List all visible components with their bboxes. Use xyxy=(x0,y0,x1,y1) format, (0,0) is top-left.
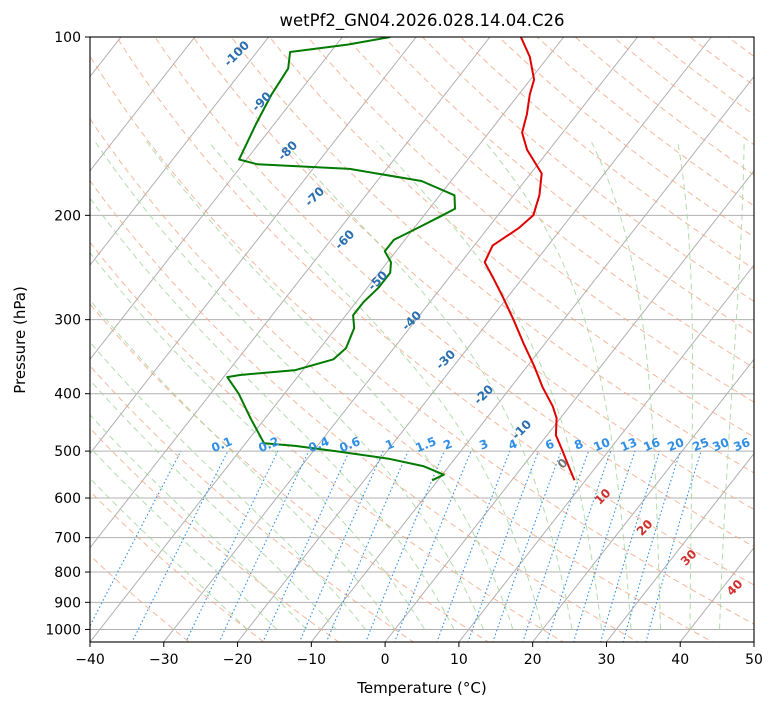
x-tick-label: −30 xyxy=(149,652,179,668)
mixing-ratio-line xyxy=(600,450,661,642)
x-tick-label: 0 xyxy=(381,652,390,668)
isotherm-line xyxy=(310,75,754,642)
moist-adiabat-line xyxy=(90,379,337,630)
y-tick-label: 1000 xyxy=(45,622,81,638)
isotherm-line xyxy=(384,170,754,642)
isotherm-line xyxy=(90,37,417,455)
dry-adiabat-line xyxy=(268,37,754,438)
moist-adiabat-line xyxy=(484,140,632,630)
y-tick-label: 500 xyxy=(54,444,81,460)
moist-adiabat-line xyxy=(719,141,745,630)
axis-ticks: −40 −30 −20 −10 0 10 20 30 40 50 100 200 300 400 500 60… xyxy=(45,30,763,668)
x-axis-label: Temperature (°C) xyxy=(356,679,486,697)
profile-lines xyxy=(226,37,576,482)
mixing-ratio-label: 13 xyxy=(618,435,639,454)
mixing-ratio-line xyxy=(262,450,350,642)
moist-adiabat-line xyxy=(90,299,396,630)
plot-background xyxy=(90,37,754,642)
x-tick-label: −40 xyxy=(75,652,105,668)
mixing-ratio-label: 25 xyxy=(690,435,711,454)
isotherm-line xyxy=(90,37,491,549)
moist-adiabat-line xyxy=(90,341,366,630)
x-tick-label: 30 xyxy=(598,652,616,668)
y-tick-label: 400 xyxy=(54,387,81,403)
dry-adiabat-line xyxy=(90,55,754,625)
mixing-ratio-line xyxy=(218,450,310,642)
dry-adiabat-line xyxy=(116,37,754,586)
isotherm-line xyxy=(90,37,196,172)
mixing-ratio-line xyxy=(394,450,472,642)
moist-adiabat-line xyxy=(90,251,425,630)
moist-adiabat-line xyxy=(590,141,661,630)
moist-adiabat-line xyxy=(90,197,455,630)
moist-adiabat-line xyxy=(90,414,307,630)
isotherm-line xyxy=(163,37,638,642)
y-tick-label: 600 xyxy=(54,491,81,507)
y-tick-label: 200 xyxy=(54,208,81,224)
mixing-ratio-line xyxy=(622,450,681,642)
dry-adiabat-line xyxy=(90,117,714,642)
mixing-ratio-label: 20 xyxy=(665,435,686,454)
dry-adiabat-line xyxy=(307,37,754,403)
y-axis-label: Pressure (hPa) xyxy=(11,286,29,394)
mixing-ratio-line xyxy=(572,450,636,642)
dewpoint-profile-line xyxy=(226,37,456,482)
x-tick-label: 40 xyxy=(671,652,689,668)
temperature-profile-line xyxy=(483,37,576,481)
dry-adiabat-line xyxy=(90,179,639,642)
x-tick-label: 50 xyxy=(745,652,763,668)
y-tick-label: 900 xyxy=(54,595,81,611)
isotherm-line xyxy=(237,37,712,642)
dry-adiabat-line xyxy=(230,37,754,474)
y-tick-label: 300 xyxy=(54,313,81,329)
y-tick-label: 100 xyxy=(54,30,81,46)
y-tick-label: 700 xyxy=(54,531,81,547)
isotherm-line xyxy=(532,358,754,642)
mixing-ratio-label: 10 xyxy=(591,435,612,454)
mixing-ratio-line xyxy=(298,450,384,642)
isotherm-line xyxy=(90,37,343,361)
isotherm-line xyxy=(90,37,565,642)
dry-adiabat-line xyxy=(90,303,490,642)
mixing-ratio-line xyxy=(185,450,279,642)
x-tick-label: 20 xyxy=(524,652,542,668)
plot-frame xyxy=(89,36,755,643)
isotherm-line xyxy=(90,37,269,266)
moist-adiabat-line xyxy=(208,140,543,630)
mixing-ratio-line xyxy=(365,450,445,642)
background-lines xyxy=(90,37,754,642)
x-tick-label: −20 xyxy=(223,652,253,668)
isotherm-line xyxy=(458,264,754,642)
x-tick-label: −10 xyxy=(297,652,327,668)
mixing-ratio-line xyxy=(131,450,229,642)
dry-adiabat-line xyxy=(383,37,754,335)
x-tick-label: 10 xyxy=(450,652,468,668)
chart-title: wetPf2_GN04.2026.028.14.04.C26 xyxy=(280,11,565,31)
moist-adiabat-line xyxy=(94,141,484,630)
moist-adiabat-line xyxy=(677,141,694,630)
mixing-ratio-label: 36 xyxy=(731,435,752,454)
y-tick-label: 800 xyxy=(54,565,81,581)
moist-adiabat-line xyxy=(283,140,573,630)
mixing-ratio-line xyxy=(645,450,702,642)
mixing-ratio-line xyxy=(436,450,511,642)
mixing-ratio-label: 16 xyxy=(641,435,662,454)
dry-adiabat-line xyxy=(192,37,754,510)
moist-adiabat-line xyxy=(376,140,602,630)
isotherm-line xyxy=(606,452,754,642)
moist-adiabat-line xyxy=(145,141,514,630)
moist-adiabat-line xyxy=(90,446,278,630)
dry-adiabat-line xyxy=(345,37,754,369)
mixing-ratio-line xyxy=(325,450,409,642)
mixing-ratio-label: 30 xyxy=(710,435,731,454)
dry-adiabat-line xyxy=(90,365,415,642)
